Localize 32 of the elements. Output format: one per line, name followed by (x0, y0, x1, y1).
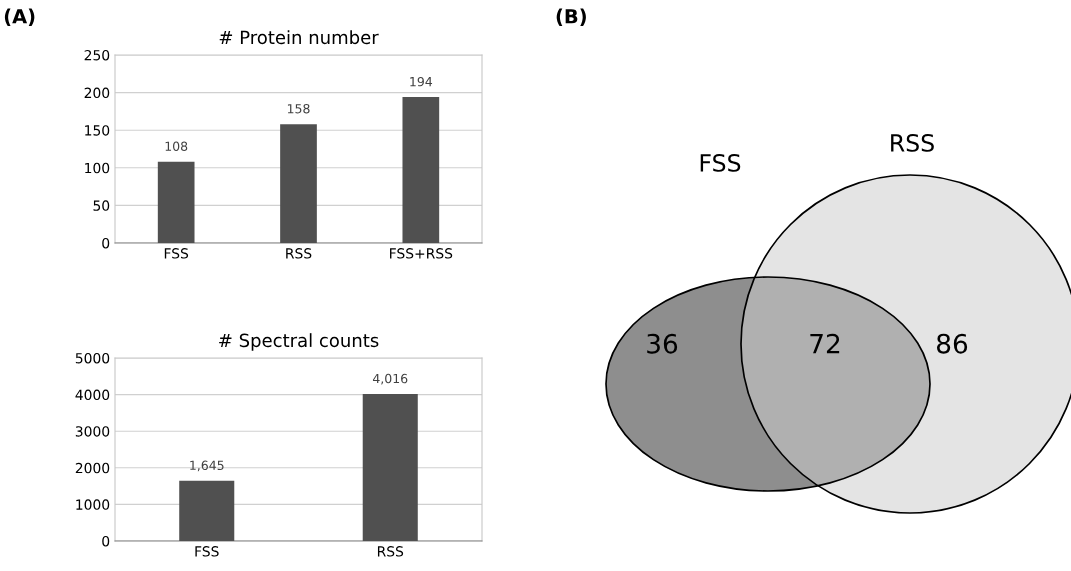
data-label: 194 (410, 76, 433, 87)
data-label: 108 (165, 141, 188, 152)
data-label: 86 (937, 333, 968, 354)
chart-title: # Protein number (219, 30, 379, 45)
x-tick-label: FSS+RSS (390, 248, 453, 259)
y-tick-label: 0 (102, 237, 110, 249)
y-tick-label: 100 (85, 162, 110, 174)
y-tick-label: 5000 (75, 352, 110, 364)
y-tick-label: 1000 (76, 499, 110, 510)
y-tick-label: 4000 (75, 389, 110, 401)
y-tick-label: 150 (85, 125, 110, 136)
bar (157, 161, 195, 243)
y-tick-label: 2000 (75, 462, 110, 474)
data-label: 72 (810, 333, 840, 354)
bar (402, 97, 440, 243)
x-tick-label: FSS (164, 248, 189, 259)
text: (A) (4, 8, 35, 26)
data-label: 4,016 (372, 373, 408, 385)
y-tick-label: 0 (102, 535, 110, 547)
y-tick-label: 250 (84, 49, 110, 61)
data-label: 158 (287, 103, 310, 114)
text: (B) (556, 8, 586, 26)
chart-title: # Spectral counts (219, 333, 379, 351)
category-label: RSS (891, 133, 934, 152)
y-tick-label: 3000 (75, 426, 110, 437)
data-label: 36 (647, 333, 678, 354)
y-tick-label: 200 (84, 87, 110, 99)
x-tick-label: RSS (286, 248, 312, 259)
y-tick-label: 50 (93, 200, 110, 211)
data-label: 1,645 (190, 460, 224, 472)
category-label: FSS (700, 153, 741, 172)
bar (280, 124, 317, 243)
